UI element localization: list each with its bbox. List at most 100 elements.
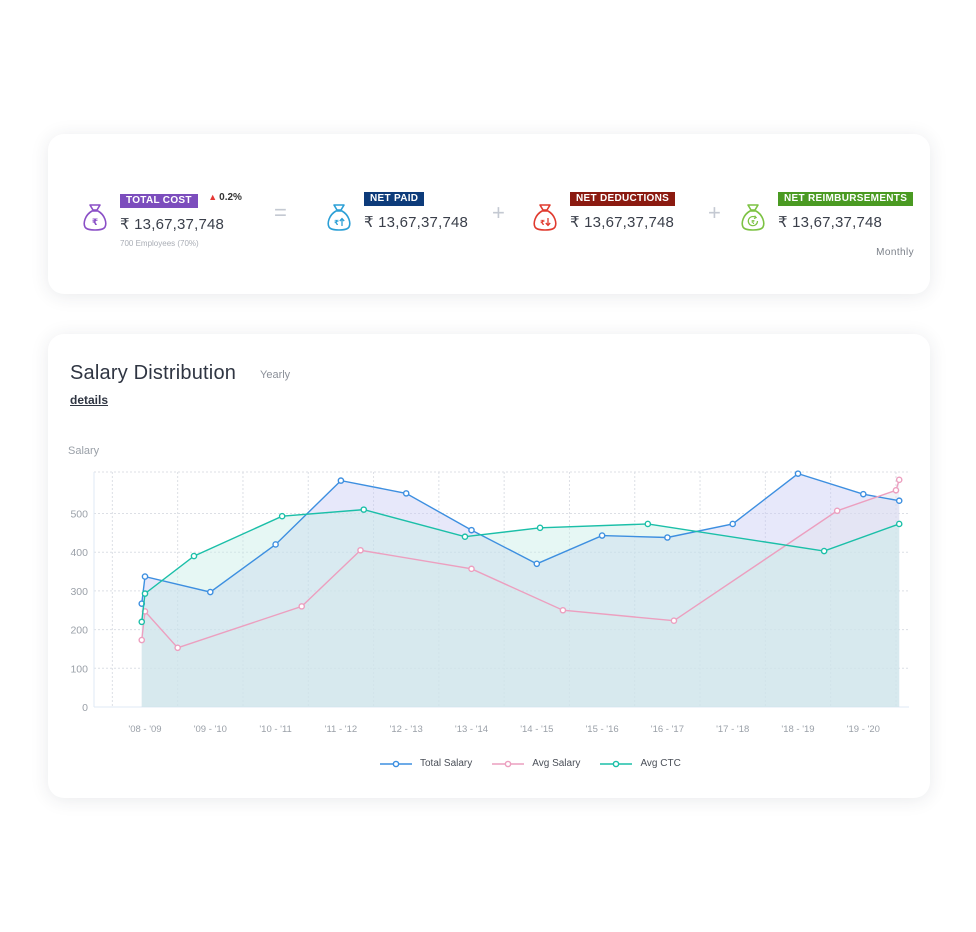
legend-label: Total Salary <box>420 758 473 769</box>
x-tick-label: '09 - '10 <box>194 724 227 735</box>
legend-marker-icon <box>380 760 412 767</box>
point-total-salary <box>206 588 214 596</box>
legend-avg-salary[interactable]: Avg Salary <box>492 758 580 769</box>
point-avg-salary <box>174 644 181 652</box>
x-tick-label: '16 - '17 <box>651 724 684 735</box>
x-tick-label: '15 - '16 <box>585 724 618 735</box>
total-cost-body: TOTAL COST ▲ 0.2% ₹ 13,67,37,748 700 Empl… <box>120 190 242 248</box>
net-paid-tag: NET PAID <box>364 192 425 206</box>
total-cost-metric[interactable]: ₹ TOTAL COST ▲ 0.2% ₹ 13,67,37,748 700 Em… <box>82 190 242 250</box>
x-tick-label: '12 - '13 <box>390 724 423 735</box>
net-paid-body: NET PAID ₹ 13,67,37,748 <box>364 188 468 231</box>
point-avg-salary <box>138 636 146 644</box>
chart-legend: Total Salary Avg Salary Avg CTC <box>380 758 681 769</box>
period-selector[interactable]: Monthly <box>876 247 914 258</box>
point-total-salary <box>468 526 475 534</box>
summary-card: ₹ TOTAL COST ▲ 0.2% ₹ 13,67,37,748 700 Em… <box>48 134 930 294</box>
net-reimbursements-metric[interactable]: ₹ NET REIMBURSEMENTS ₹ 13,67,37,748 <box>740 190 930 250</box>
salary-distribution-card: Salary Distribution Yearly details Salar… <box>48 334 930 798</box>
details-link[interactable]: details <box>70 393 109 407</box>
y-tick-label: 100 <box>70 663 88 675</box>
point-avg-ctc <box>895 520 903 528</box>
net-deductions-body: NET DEDUCTIONS ₹ 13,67,37,748 <box>570 188 676 231</box>
x-tick-label: '08 - '09 <box>128 724 161 735</box>
point-avg-ctc <box>190 552 198 560</box>
point-total-salary <box>533 560 541 568</box>
equals-sign: = <box>274 200 287 225</box>
net-deductions-tag: NET DEDUCTIONS <box>570 192 676 206</box>
y-tick-label: 500 <box>70 509 88 521</box>
total-cost-amount: ₹ 13,67,37,748 <box>120 216 225 233</box>
employee-count: 700 Employees (70%) <box>120 239 199 248</box>
point-avg-ctc <box>138 618 146 626</box>
point-avg-salary <box>892 486 900 494</box>
x-tick-label: '13 - '14 <box>455 724 488 735</box>
point-avg-salary <box>895 476 903 484</box>
point-avg-ctc <box>820 547 828 555</box>
total-cost-tag: TOTAL COST <box>120 194 198 208</box>
point-avg-salary <box>357 546 364 554</box>
y-tick-label: 300 <box>70 586 88 598</box>
legend-marker-icon <box>492 760 525 767</box>
point-avg-salary <box>559 606 567 614</box>
x-tick-label: '11 - '12 <box>325 724 358 735</box>
point-total-salary <box>141 573 149 580</box>
area-avg-salary <box>141 479 900 707</box>
point-avg-ctc <box>461 533 469 541</box>
total-cost-delta-value: 0.2% <box>219 192 242 203</box>
y-tick-label: 400 <box>70 547 88 559</box>
legend-label: Avg Salary <box>532 758 581 769</box>
legend-total-salary[interactable]: Total Salary <box>380 758 472 769</box>
net-deductions-metric[interactable]: ₹ NET DEDUCTIONS ₹ 13,67,37,748 <box>532 190 702 250</box>
svg-text:₹: ₹ <box>334 219 339 227</box>
point-avg-salary <box>468 565 475 573</box>
point-avg-salary <box>833 507 841 515</box>
point-avg-ctc <box>360 506 368 513</box>
y-axis-label: Salary <box>68 445 100 457</box>
salary-line-chart: 0 100 200 300 400 500 '08 - '09 '09 - '10 '10 - … <box>70 470 909 735</box>
area-avg-ctc <box>141 509 900 707</box>
net-deductions-amount: ₹ 13,67,37,748 <box>570 214 675 231</box>
chart-title: Salary Distribution <box>70 362 237 384</box>
svg-text:₹: ₹ <box>540 219 545 227</box>
y-tick-label: 0 <box>82 702 88 714</box>
point-total-salary <box>895 497 903 505</box>
net-reimbursements-tag: NET REIMBURSEMENTS <box>778 192 914 206</box>
point-total-salary <box>794 470 802 477</box>
x-tick-label: '18 - '19 <box>781 724 814 735</box>
trend-up-icon: ▲ <box>208 192 218 202</box>
point-avg-ctc <box>644 520 652 528</box>
x-tick-label: '10 - '11 <box>259 724 292 735</box>
net-paid-amount: ₹ 13,67,37,748 <box>364 214 469 231</box>
range-selector[interactable]: Yearly <box>260 369 291 381</box>
svg-text:₹: ₹ <box>92 218 98 228</box>
legend-marker-icon <box>600 760 633 767</box>
svg-text:₹: ₹ <box>751 219 755 226</box>
point-total-salary <box>272 541 279 548</box>
point-avg-ctc <box>278 512 286 520</box>
x-tick-label: '17 - '18 <box>716 724 749 735</box>
net-reimbursements-body: NET REIMBURSEMENTS ₹ 13,67,37,748 <box>778 188 914 231</box>
point-avg-salary <box>298 603 306 610</box>
point-total-salary <box>664 534 671 541</box>
y-tick-label: 200 <box>70 625 88 637</box>
point-avg-salary <box>670 617 678 624</box>
plus-sign: + <box>492 200 505 225</box>
point-total-salary <box>337 477 345 484</box>
rupee-up-bag-icon: ₹ <box>327 204 351 231</box>
rupee-bag-icon: ₹ <box>83 204 107 231</box>
legend-label: Avg CTC <box>640 758 681 769</box>
point-total-salary <box>860 490 867 498</box>
rupee-refresh-bag-icon: ₹ <box>741 204 765 231</box>
line-total-salary <box>141 472 900 604</box>
net-paid-metric[interactable]: ₹ NET PAID ₹ 13,67,37,748 <box>326 190 486 250</box>
point-total-salary <box>598 532 606 539</box>
legend-avg-ctc[interactable]: Avg CTC <box>600 758 681 769</box>
point-total-salary <box>729 520 737 528</box>
line-avg-ctc <box>141 508 900 622</box>
x-tick-label: '19 - '20 <box>847 724 880 735</box>
point-avg-ctc <box>536 524 544 532</box>
point-avg-ctc <box>141 590 149 597</box>
net-reimbursements-amount: ₹ 13,67,37,748 <box>778 214 883 231</box>
plus-sign-2: + <box>708 200 721 225</box>
